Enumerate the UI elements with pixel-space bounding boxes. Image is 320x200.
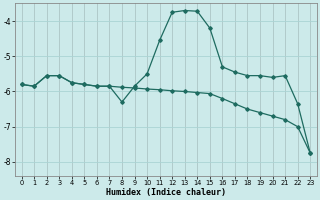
- X-axis label: Humidex (Indice chaleur): Humidex (Indice chaleur): [106, 188, 226, 197]
